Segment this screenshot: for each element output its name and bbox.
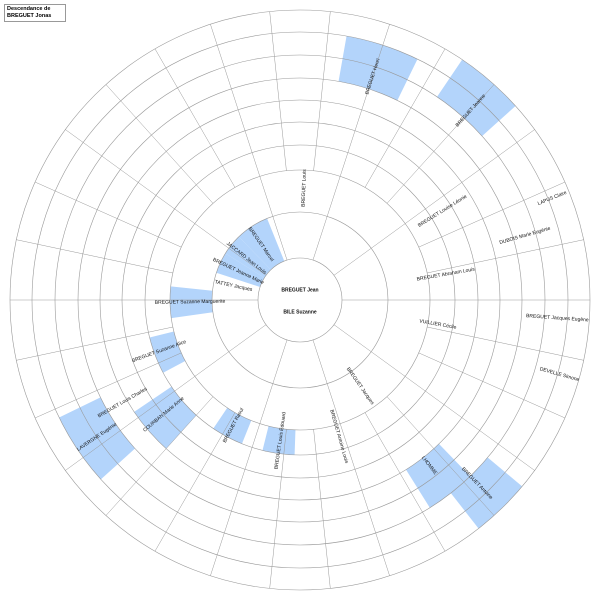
center-name: BREGUET Jean xyxy=(281,287,318,293)
spoke xyxy=(386,84,495,204)
sectors xyxy=(59,36,523,529)
spoke xyxy=(427,326,584,361)
spoke xyxy=(194,223,267,276)
highlight-sector xyxy=(134,386,197,449)
person-label: BREGUET Louis xyxy=(301,169,308,207)
highlight-sector xyxy=(213,407,252,444)
highlight-sector xyxy=(262,426,296,455)
spoke xyxy=(259,176,288,261)
spoke xyxy=(313,11,331,171)
spoke xyxy=(105,84,214,204)
spoke xyxy=(339,423,390,576)
spoke xyxy=(312,176,341,261)
spoke xyxy=(313,429,331,589)
title: Descendance de BREGUET Jonas xyxy=(4,4,66,22)
spoke xyxy=(16,239,173,274)
spoke xyxy=(154,48,236,188)
spoke xyxy=(418,181,566,248)
spoke xyxy=(259,339,288,424)
person-label: BREGUET Suzanne Marguerite xyxy=(155,299,226,306)
spoke xyxy=(65,129,195,224)
rings xyxy=(9,9,591,591)
highlight-sector xyxy=(238,218,285,270)
spoke xyxy=(339,24,390,177)
spoke xyxy=(418,352,566,419)
highlight-sector xyxy=(450,457,523,529)
spoke xyxy=(312,339,341,424)
person-label: BREGUET Jacques Eugène xyxy=(526,313,589,323)
center-spouse: BILE Suzanne xyxy=(283,309,317,315)
spoke xyxy=(333,223,406,276)
spoke xyxy=(427,239,584,274)
highlight-sector xyxy=(225,236,271,278)
spoke xyxy=(105,396,214,516)
person-label: VUILLIER Cécile xyxy=(419,318,457,330)
person-label: BREGUET Jacques xyxy=(345,366,375,406)
spoke xyxy=(65,376,195,471)
spoke xyxy=(386,396,495,516)
highlight-sector xyxy=(216,253,265,288)
highlight-sector xyxy=(59,397,136,480)
spoke xyxy=(405,129,535,224)
ring xyxy=(257,257,343,343)
person-label: BREGUET Antoine Louis xyxy=(328,409,349,464)
spoke xyxy=(210,24,261,177)
spoke xyxy=(154,412,236,552)
spoke xyxy=(34,352,182,419)
person-label: DEVELLE Simone xyxy=(539,366,580,383)
spoke xyxy=(269,429,287,589)
spoke xyxy=(269,11,287,171)
spoke xyxy=(333,324,406,377)
spoke xyxy=(364,48,446,188)
spoke xyxy=(405,376,535,471)
spoke xyxy=(194,324,267,377)
highlight-sector xyxy=(338,36,418,101)
spoke xyxy=(364,412,446,552)
highlight-sector xyxy=(170,286,213,319)
spoke xyxy=(210,423,261,576)
person-label: DUBOIS Marie Eugénie xyxy=(499,226,552,246)
spoke xyxy=(16,326,173,361)
highlight-sector xyxy=(149,331,186,373)
spoke xyxy=(34,181,182,248)
